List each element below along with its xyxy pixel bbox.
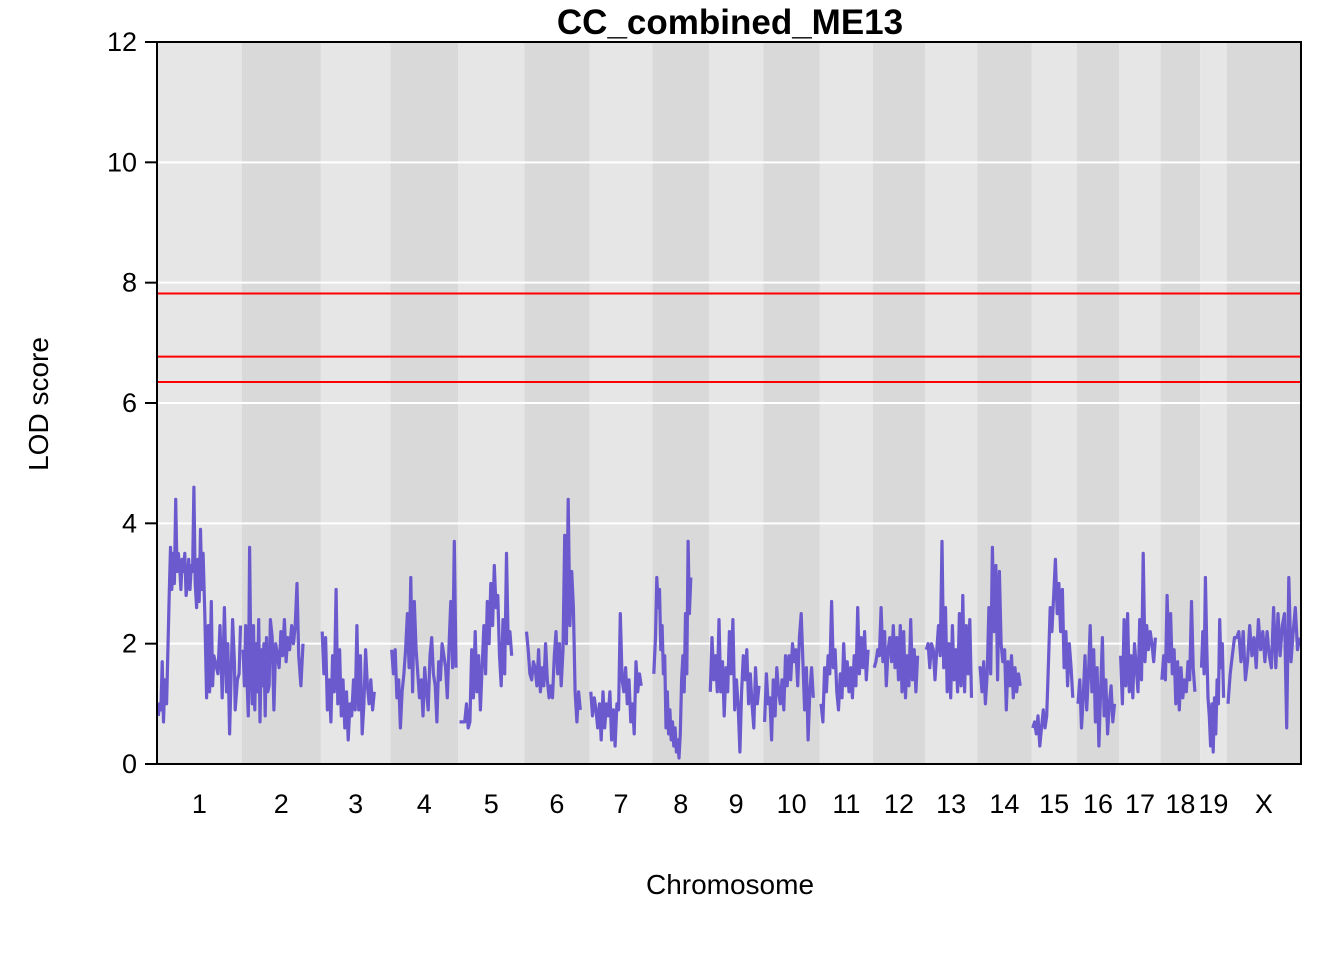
- lod-line-chr-9: [708, 617, 761, 754]
- x-tick-label-8: 8: [673, 789, 688, 819]
- x-tick-label-10: 10: [777, 789, 807, 819]
- x-axis-label: Chromosome: [646, 869, 814, 900]
- lod-line-chr-13: [924, 539, 974, 700]
- x-tick-label-5: 5: [484, 789, 499, 819]
- y-tick-label: 12: [107, 27, 137, 57]
- x-tick-label-6: 6: [549, 789, 564, 819]
- lod-line-chr-6: [524, 497, 582, 724]
- lod-line-chr-4: [390, 539, 458, 730]
- lod-line-chr-19: [1199, 575, 1226, 754]
- lod-line-chr-16: [1076, 623, 1117, 748]
- x-axis: 1 2 3 4 5 6 7 8 9 10 11 12 13 14 15 16 17 18 19 X: [192, 789, 1273, 819]
- x-tick-label-x: X: [1255, 789, 1273, 819]
- lod-line-chr-2: [241, 545, 305, 724]
- x-tick-label-3: 3: [348, 789, 363, 819]
- series-group: [156, 485, 1302, 760]
- x-tick-label-7: 7: [613, 789, 628, 819]
- y-tick-label: 0: [122, 749, 137, 779]
- lod-line-chr-15: [1031, 557, 1075, 748]
- y-axis: 0 2 4 6 8 10 12: [107, 27, 157, 779]
- lod-line-chr-14: [978, 545, 1022, 712]
- x-tick-label-4: 4: [417, 789, 432, 819]
- lod-line-chr-7: [589, 611, 643, 748]
- lod-line-chr-18: [1160, 593, 1197, 712]
- lod-line-chr-x: [1226, 575, 1302, 730]
- x-tick-label-18: 18: [1165, 789, 1195, 819]
- chart-title: CC_combined_ME13: [557, 3, 903, 42]
- x-tick-label-13: 13: [936, 789, 966, 819]
- x-tick-label-19: 19: [1198, 789, 1228, 819]
- threshold-lines: [157, 292, 1301, 383]
- x-tick-label-14: 14: [989, 789, 1019, 819]
- y-tick-label: 2: [122, 629, 137, 659]
- y-tick-label: 10: [107, 147, 137, 177]
- x-tick-label-2: 2: [274, 789, 289, 819]
- lod-line-chr-1: [156, 485, 243, 736]
- y-tick-label: 6: [122, 388, 137, 418]
- x-tick-label-1: 1: [192, 789, 207, 819]
- lod-line-chr-11: [819, 599, 870, 724]
- lod-line-chr-3: [320, 587, 376, 742]
- x-tick-label-12: 12: [884, 789, 914, 819]
- lod-line-chr-10: [763, 611, 815, 742]
- x-tick-label-16: 16: [1083, 789, 1113, 819]
- lod-line-chr-17: [1119, 551, 1157, 706]
- x-tick-label-11: 11: [832, 789, 860, 819]
- x-tick-label-15: 15: [1039, 789, 1069, 819]
- y-tick-label: 8: [122, 268, 137, 298]
- x-tick-label-9: 9: [729, 789, 744, 819]
- y-tick-label: 4: [122, 508, 137, 538]
- x-tick-label-17: 17: [1125, 789, 1155, 819]
- y-axis-label: LOD score: [23, 337, 54, 471]
- lod-line-chr-8: [652, 539, 693, 760]
- lod-line-chr-5: [459, 551, 514, 730]
- lod-line-chr-12: [872, 605, 920, 700]
